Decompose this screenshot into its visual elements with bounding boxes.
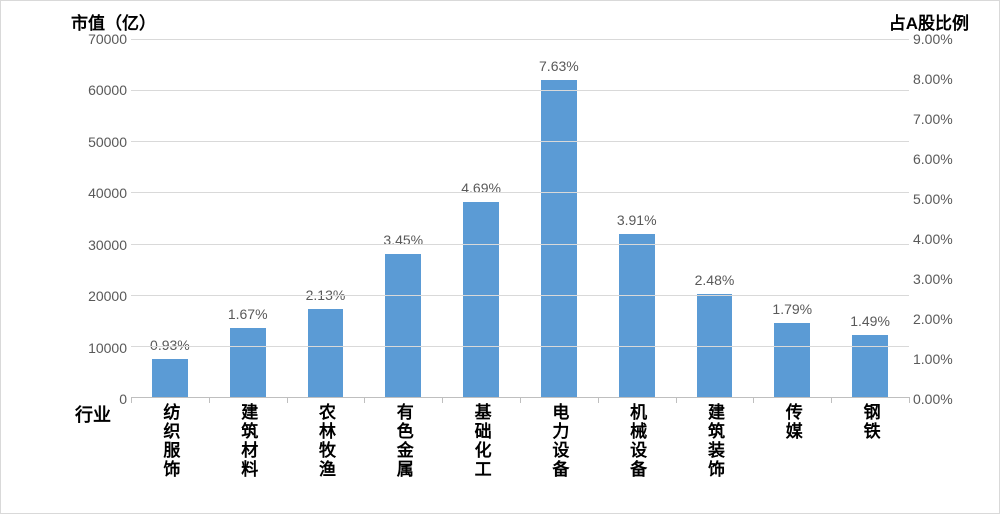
x-category-label: 建筑材料 — [235, 403, 260, 509]
bar-slot: 3.91% — [598, 39, 676, 397]
x-category-label: 农林牧渔 — [313, 403, 338, 509]
y-left-tick-label: 70000 — [69, 31, 127, 47]
bar-data-label: 1.49% — [850, 313, 890, 329]
gridline — [131, 39, 909, 40]
bar-slot: 0.93% — [131, 39, 209, 397]
y-right-tick-label: 3.00% — [913, 271, 969, 287]
chart-container: 市值（亿） 占A股比例 0.93%1.67%2.13%3.45%4.69%7.6… — [0, 0, 1000, 514]
bar: 2.13% — [308, 309, 344, 397]
y-left-tick-label: 10000 — [69, 340, 127, 356]
x-label-slot: 有色金属 — [364, 403, 442, 509]
x-category-label: 建筑装饰 — [702, 403, 727, 509]
y-left-tick-label: 60000 — [69, 82, 127, 98]
y-left-tick-label: 50000 — [69, 134, 127, 150]
y-right-tick-label: 0.00% — [913, 391, 969, 407]
gridline — [131, 346, 909, 347]
bar: 4.69% — [463, 202, 499, 397]
bar: 3.45% — [385, 254, 421, 397]
x-category-label: 钢铁 — [858, 403, 883, 509]
x-tick-mark — [909, 397, 910, 403]
bar-slot: 1.79% — [753, 39, 831, 397]
bar-slot: 7.63% — [520, 39, 598, 397]
y-right-tick-label: 1.00% — [913, 351, 969, 367]
x-category-label: 电力设备 — [546, 403, 571, 509]
x-label-slot: 基础化工 — [442, 403, 520, 509]
x-category-label: 基础化工 — [469, 403, 494, 509]
y-right-tick-label: 5.00% — [913, 191, 969, 207]
bar-data-label: 0.93% — [150, 337, 190, 353]
bar-data-label: 1.67% — [228, 306, 268, 322]
x-category-label: 传媒 — [780, 403, 805, 509]
bar: 3.91% — [619, 234, 655, 397]
x-label-slot: 钢铁 — [831, 403, 909, 509]
y-right-tick-label: 4.00% — [913, 231, 969, 247]
bar-data-label: 3.45% — [383, 232, 423, 248]
gridline — [131, 244, 909, 245]
bar: 1.79% — [774, 323, 810, 397]
bar-data-label: 4.69% — [461, 180, 501, 196]
y-right-tick-label: 7.00% — [913, 111, 969, 127]
x-label-slot: 建筑材料 — [209, 403, 287, 509]
bar-slot: 2.48% — [676, 39, 754, 397]
bar-data-label: 1.79% — [772, 301, 812, 317]
bar-slot: 2.13% — [287, 39, 365, 397]
y-left-tick-label: 40000 — [69, 185, 127, 201]
plot-area: 0.93% 1.67% 2.13% 3.45% 4.69% 7.63% 3.91% 2.48%… — [131, 39, 909, 397]
bar-slot: 3.45% — [364, 39, 442, 397]
bar: 0.93% — [152, 359, 188, 397]
bar-slot: 4.69% — [442, 39, 520, 397]
x-category-label: 有色金属 — [391, 403, 416, 509]
bar-slot: 1.49% — [831, 39, 909, 397]
y-right-tick-label: 6.00% — [913, 151, 969, 167]
x-labels-group: 纺织服饰 建筑材料 农林牧渔 有色金属 基础化工 电力设备 机械设备 建筑装饰 传媒钢铁 — [131, 403, 909, 509]
x-label-slot: 机械设备 — [598, 403, 676, 509]
y-left-tick-label: 30000 — [69, 237, 127, 253]
bar-data-label: 2.48% — [695, 272, 735, 288]
bar-data-label: 3.91% — [617, 212, 657, 228]
x-label-slot: 建筑装饰 — [676, 403, 754, 509]
bars-group: 0.93% 1.67% 2.13% 3.45% 4.69% 7.63% 3.91% 2.48%… — [131, 39, 909, 397]
x-label-slot: 农林牧渔 — [287, 403, 365, 509]
x-category-label: 纺织服饰 — [157, 403, 182, 509]
x-label-slot: 传媒 — [753, 403, 831, 509]
gridline — [131, 141, 909, 142]
x-label-slot: 纺织服饰 — [131, 403, 209, 509]
x-category-label: 机械设备 — [624, 403, 649, 509]
gridline — [131, 192, 909, 193]
bar-data-label: 7.63% — [539, 58, 579, 74]
x-label-slot: 电力设备 — [520, 403, 598, 509]
bar: 1.49% — [852, 335, 888, 397]
x-axis: 纺织服饰 建筑材料 农林牧渔 有色金属 基础化工 电力设备 机械设备 建筑装饰 传媒钢铁 — [131, 397, 909, 513]
y-right-tick-label: 8.00% — [913, 71, 969, 87]
bar: 7.63% — [541, 80, 577, 397]
y-left-tick-label: 0 — [69, 391, 127, 407]
y-right-tick-label: 2.00% — [913, 311, 969, 327]
gridline — [131, 90, 909, 91]
gridline — [131, 295, 909, 296]
bar-slot: 1.67% — [209, 39, 287, 397]
y-left-tick-label: 20000 — [69, 288, 127, 304]
bar: 1.67% — [230, 328, 266, 397]
y-right-tick-label: 9.00% — [913, 31, 969, 47]
